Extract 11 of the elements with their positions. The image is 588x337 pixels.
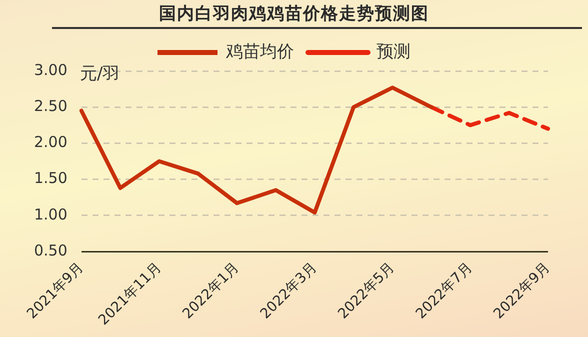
chart-title: 国内白羽肉鸡鸡苗价格走势预测图 [158,3,430,25]
legend-label: 预测 [376,42,410,62]
y-tick-label: 1.50 [34,169,68,188]
line-series [429,105,550,131]
y-tick-label: 1.00 [34,205,68,224]
legend-label: 鸡苗均价 [225,42,294,62]
y-tick-label: 0.50 [34,241,68,260]
y-tick-label: 3.00 [34,60,68,79]
y-tick-label: 2.50 [34,96,68,115]
y-axis-title: 元/羽 [80,63,120,85]
y-tick-label: 2.00 [34,133,68,152]
